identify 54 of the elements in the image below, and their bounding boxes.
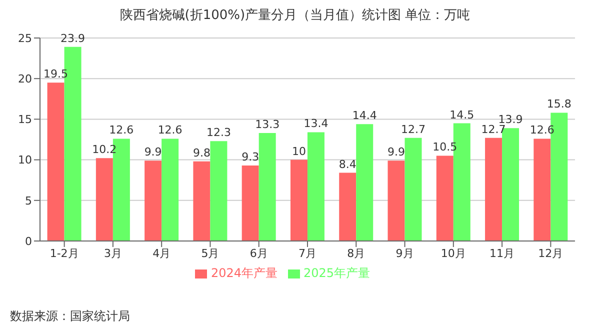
bar [96, 158, 113, 241]
bar [356, 124, 374, 241]
data-label: 9.9 [144, 146, 162, 159]
bar [258, 133, 276, 241]
x-tick-label: 12月 [538, 246, 564, 260]
data-label: 13.3 [255, 118, 280, 132]
x-tick-label: 5月 [201, 246, 220, 260]
data-label: 10 [292, 144, 306, 158]
y-tick-label: 20 [18, 72, 32, 86]
bar [307, 132, 324, 241]
legend-label: 2025年产量 [304, 266, 370, 280]
chart-title: 陕西省烧碱(折100%)产量分月（当月值）统计图 单位：万吨 [118, 7, 472, 24]
data-label: 14.4 [352, 109, 377, 122]
bar [210, 141, 228, 241]
data-label: 14.5 [450, 108, 474, 122]
y-tick-label: 25 [18, 32, 32, 45]
bar [47, 82, 64, 241]
data-label: 23.9 [60, 32, 86, 45]
bar [404, 138, 422, 241]
y-tick-label: 10 [18, 154, 32, 167]
bar [485, 138, 502, 241]
x-tick-label: 8月 [347, 246, 366, 260]
x-tick-label: 1-2月 [50, 246, 79, 260]
data-label: 12.7 [401, 122, 426, 136]
data-label: 9.9 [388, 146, 405, 159]
y-tick-label: 5 [25, 194, 32, 208]
x-tick-label: 7月 [298, 246, 316, 260]
bar [242, 165, 259, 241]
x-tick-label: 11月 [490, 246, 515, 260]
data-label: 12.6 [158, 124, 182, 137]
data-label: 15.8 [546, 98, 572, 111]
x-tick-label: 3月 [104, 246, 122, 260]
bar [388, 160, 405, 241]
data-label: 12.3 [206, 126, 231, 140]
y-tick-label: 0 [25, 234, 32, 248]
bar [193, 161, 210, 241]
data-label: 12.6 [109, 124, 134, 137]
bar [436, 156, 454, 241]
x-tick-label: 6月 [250, 246, 268, 260]
bar [339, 172, 356, 241]
x-tick-label: 10月 [440, 246, 466, 260]
x-tick-label: 9月 [396, 246, 414, 260]
data-label: 9.3 [242, 150, 260, 164]
legend-label: 2024年产量 [210, 266, 278, 280]
source-note: 数据来源：国家统计局 [10, 308, 130, 325]
bar [162, 138, 179, 241]
y-tick-label: 15 [18, 113, 32, 126]
x-tick-label: 4月 [152, 246, 171, 260]
bar [144, 160, 162, 241]
data-label: 8.4 [338, 158, 356, 171]
bar [534, 138, 551, 241]
data-label: 9.8 [192, 146, 210, 160]
bar [290, 160, 308, 241]
data-label: 13.4 [304, 117, 328, 130]
